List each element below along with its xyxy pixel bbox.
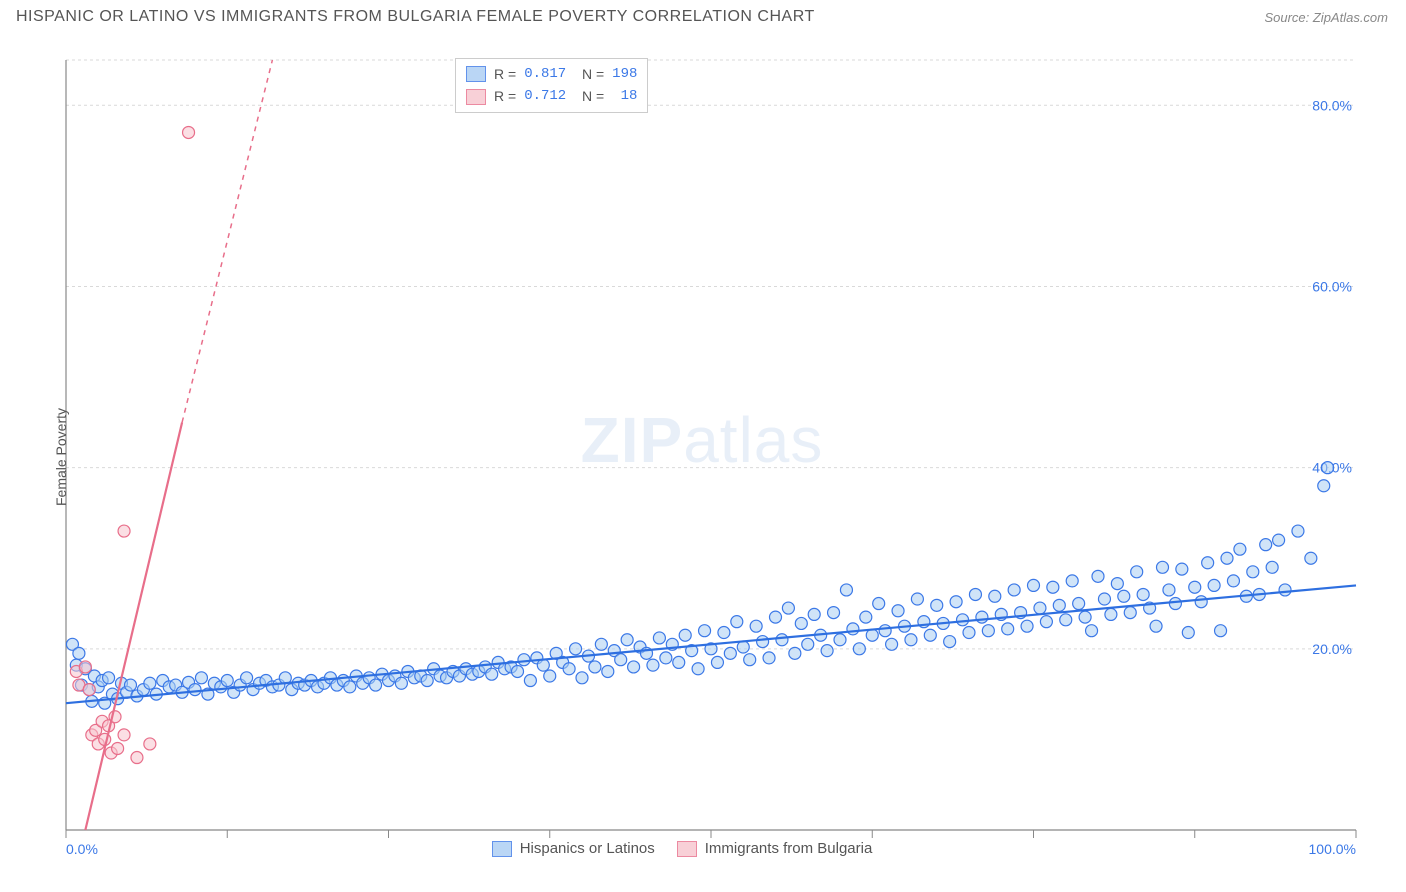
svg-text:100.0%: 100.0% <box>1309 841 1356 857</box>
legend-r-label: R = <box>494 85 516 107</box>
legend-swatch <box>492 841 512 857</box>
chart-title: HISPANIC OR LATINO VS IMMIGRANTS FROM BU… <box>16 8 815 26</box>
chart-area: Female Poverty 20.0%40.0%60.0%80.0%0.0%1… <box>16 40 1388 874</box>
legend-series-label: Hispanics or Latinos <box>520 840 655 857</box>
legend-r-value: 0.817 <box>524 63 566 85</box>
scatter-chart: 20.0%40.0%60.0%80.0%0.0%100.0%Hispanics … <box>16 40 1386 870</box>
legend-stats: R = 0.817 N = 198R = 0.712 N = 18 <box>455 58 648 113</box>
chart-header: HISPANIC OR LATINO VS IMMIGRANTS FROM BU… <box>0 0 1406 30</box>
legend-swatch <box>466 66 486 82</box>
legend-series-label: Immigrants from Bulgaria <box>705 840 873 857</box>
chart-source: Source: ZipAtlas.com <box>1264 10 1388 25</box>
svg-text:0.0%: 0.0% <box>66 841 98 857</box>
legend-swatch <box>466 89 486 105</box>
legend-series-item: Hispanics or Latinos <box>492 840 655 857</box>
svg-text:60.0%: 60.0% <box>1312 278 1352 294</box>
svg-text:80.0%: 80.0% <box>1312 97 1352 113</box>
legend-n-value: 198 <box>612 63 637 85</box>
y-axis-label: Female Poverty <box>53 408 69 506</box>
source-name: ZipAtlas.com <box>1313 10 1388 25</box>
legend-stats-row: R = 0.712 N = 18 <box>466 85 637 107</box>
legend-r-value: 0.712 <box>524 85 566 107</box>
source-label: Source: <box>1264 10 1312 25</box>
legend-r-label: R = <box>494 63 516 85</box>
legend-swatch <box>677 841 697 857</box>
legend-series-item: Immigrants from Bulgaria <box>677 840 873 857</box>
legend-series: Hispanics or Latinos Immigrants from Bulg… <box>492 840 1092 857</box>
svg-text:20.0%: 20.0% <box>1312 641 1352 657</box>
legend-n-label: N = <box>574 63 604 85</box>
legend-n-value: 18 <box>612 85 637 107</box>
legend-stats-row: R = 0.817 N = 198 <box>466 63 637 85</box>
legend-n-label: N = <box>574 85 604 107</box>
